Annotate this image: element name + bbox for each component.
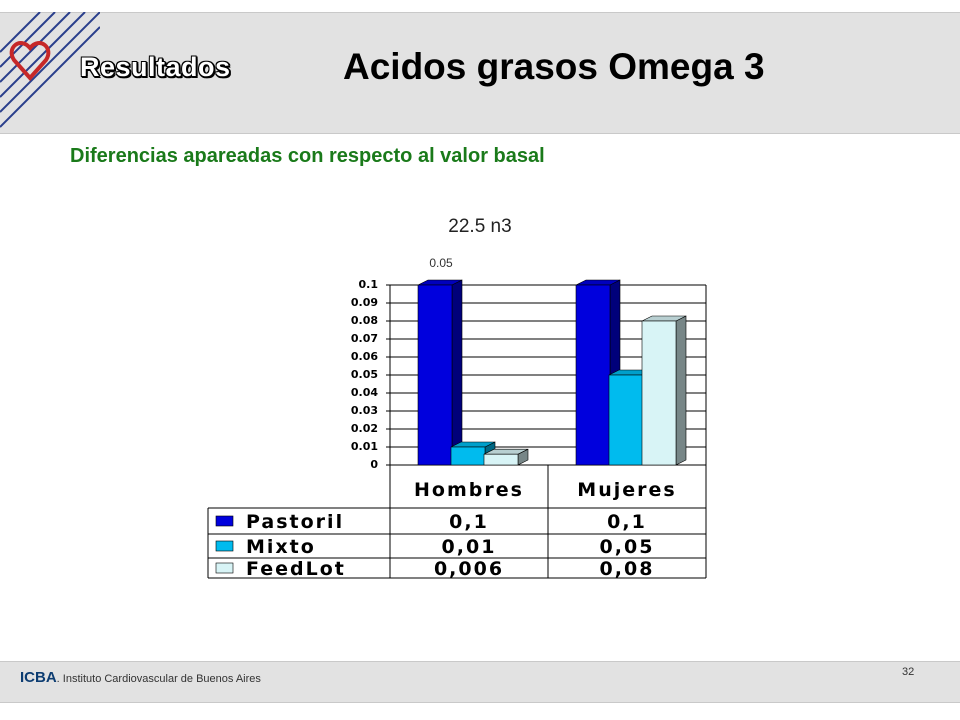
x-category-label: Hombres [414, 479, 524, 501]
legend-label-mixto: Mixto [246, 536, 316, 558]
legend-label-feedlot: FeedLot [246, 558, 346, 580]
data-label: 0,05 [600, 536, 655, 558]
y-tick-label: 0.05 [351, 368, 378, 381]
y-tick-label: 0.1 [359, 278, 379, 291]
bar-pastoril [575, 284, 611, 466]
footer-org: ICBA. Instituto Cardiovascular de Buenos… [20, 669, 261, 686]
subtitle: Diferencias apareadas con respecto al va… [70, 145, 545, 167]
bar-side-feedlot [675, 315, 687, 466]
bar-feedlot [641, 320, 677, 466]
y-tick-label: 0 [370, 458, 378, 471]
data-label: 0,01 [442, 536, 497, 558]
y-tick-label: 0.06 [351, 350, 378, 363]
footer-band [0, 661, 960, 703]
bar-feedlot [483, 453, 519, 466]
y-tick-label: 0.07 [351, 332, 378, 345]
data-label: 0,1 [607, 511, 647, 533]
y-tick-label: 0.01 [351, 440, 378, 453]
data-label: 0,006 [434, 558, 504, 580]
footer-org-abbr: ICBA [20, 669, 57, 686]
y-tick-label: 0.04 [351, 386, 378, 399]
y-tick-label: 0.02 [351, 422, 378, 435]
bar-mixto [608, 374, 644, 466]
legend-swatch-feedlot [215, 562, 234, 574]
footer-org-name: . Instituto Cardiovascular de Buenos Air… [56, 673, 261, 685]
x-category-label: Mujeres [577, 479, 676, 501]
section-title: Resultados [80, 52, 231, 82]
bar-mixto [450, 446, 486, 466]
bar-side-pastoril [451, 279, 463, 466]
legend-label-pastoril: Pastoril [246, 511, 344, 533]
icba-logo [0, 12, 100, 128]
y-tick-label: 0.09 [351, 296, 378, 309]
legend-swatch-mixto [215, 540, 234, 552]
legend-swatch-pastoril [215, 515, 234, 527]
page-number: 32 [902, 666, 915, 678]
chart-note: 0.05 [429, 256, 453, 270]
data-label: 0,08 [600, 558, 655, 580]
chart-heading: 22.5 n3 [448, 216, 512, 237]
y-tick-label: 0.08 [351, 314, 378, 327]
bar-pastoril [417, 284, 453, 466]
data-label: 0,1 [449, 511, 489, 533]
page-title: Acidos grasos Omega 3 [343, 46, 765, 87]
header-band [0, 12, 960, 134]
y-tick-label: 0.03 [351, 404, 378, 417]
